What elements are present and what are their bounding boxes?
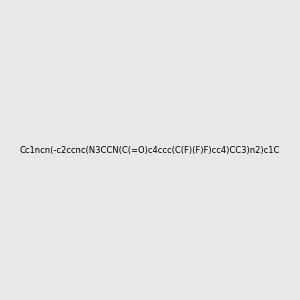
- Text: Cc1ncn(-c2ccnc(N3CCN(C(=O)c4ccc(C(F)(F)F)cc4)CC3)n2)c1C: Cc1ncn(-c2ccnc(N3CCN(C(=O)c4ccc(C(F)(F)F…: [20, 146, 280, 154]
